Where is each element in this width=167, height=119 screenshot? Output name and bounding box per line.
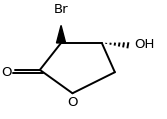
- Polygon shape: [56, 25, 66, 43]
- Text: O: O: [2, 66, 12, 79]
- Text: OH: OH: [134, 38, 155, 51]
- Text: O: O: [67, 96, 78, 109]
- Text: Br: Br: [54, 3, 68, 16]
